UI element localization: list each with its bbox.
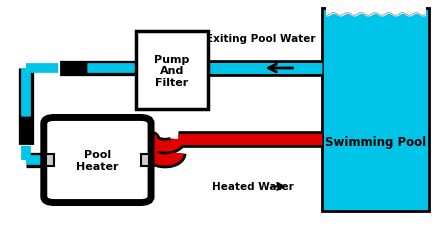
- FancyBboxPatch shape: [44, 118, 151, 203]
- FancyBboxPatch shape: [141, 154, 149, 167]
- FancyBboxPatch shape: [46, 154, 54, 167]
- Text: Exiting Pool Water: Exiting Pool Water: [206, 34, 315, 44]
- FancyBboxPatch shape: [136, 32, 208, 110]
- Text: Pump
And
Filter: Pump And Filter: [154, 55, 190, 87]
- Text: Swimming Pool: Swimming Pool: [325, 136, 426, 148]
- FancyBboxPatch shape: [322, 9, 429, 211]
- Text: Pool
Heater: Pool Heater: [76, 150, 119, 171]
- Text: Heated Water: Heated Water: [213, 182, 294, 192]
